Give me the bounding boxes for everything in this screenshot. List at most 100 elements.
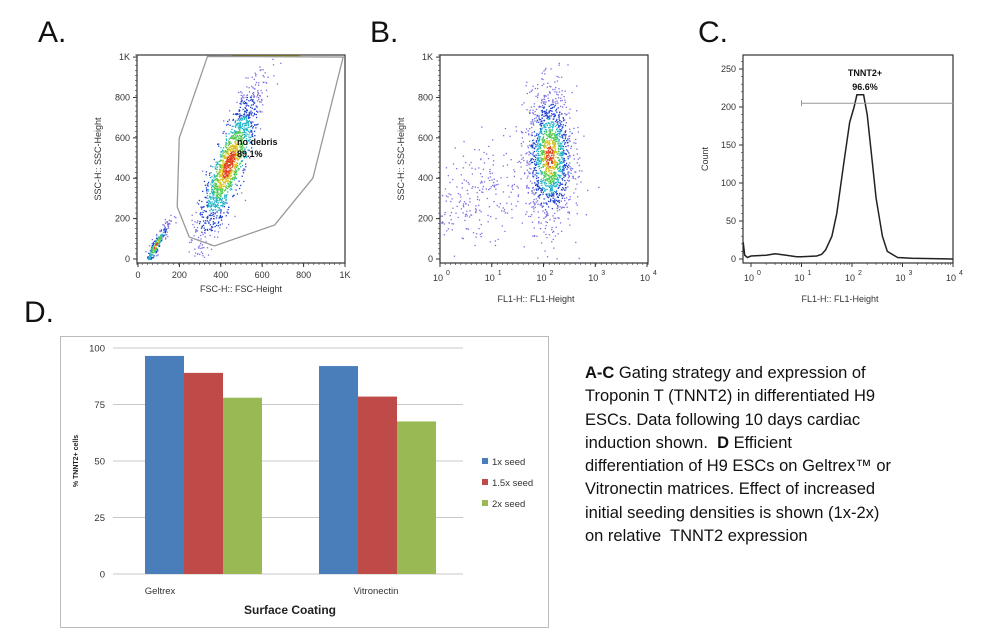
- event-dot: [553, 150, 555, 153]
- event-dot: [539, 130, 542, 133]
- event-dot: [552, 114, 554, 116]
- event-dot: [249, 157, 251, 159]
- event-dot: [220, 167, 222, 170]
- event-dot: [228, 160, 230, 162]
- event-dot: [248, 87, 250, 89]
- event-dot: [253, 95, 256, 97]
- event-dot: [218, 145, 220, 147]
- event-dot: [232, 178, 234, 181]
- event-dot: [220, 209, 222, 211]
- event-dot: [535, 108, 538, 111]
- event-dot: [229, 185, 232, 187]
- event-dot: [480, 235, 482, 238]
- event-dot: [527, 145, 529, 147]
- event-dot: [457, 216, 459, 219]
- event-dot: [152, 256, 155, 258]
- event-dot: [555, 161, 557, 164]
- event-dot: [226, 146, 228, 149]
- x-axis-title: Surface Coating: [244, 603, 336, 617]
- event-dot: [545, 126, 547, 128]
- event-dot: [450, 211, 453, 214]
- event-dot: [562, 118, 565, 120]
- event-dot: [570, 145, 573, 147]
- event-dot: [549, 85, 551, 88]
- event-dot: [537, 176, 539, 179]
- event-dot: [236, 158, 238, 160]
- event-dot: [533, 124, 535, 126]
- event-dot: [575, 171, 577, 173]
- event-dot: [224, 172, 226, 174]
- event-dot: [202, 255, 204, 257]
- x-tick-exponent: 1: [808, 270, 812, 277]
- event-dot: [554, 91, 556, 93]
- event-dot: [243, 131, 246, 134]
- event-dot: [258, 97, 260, 99]
- event-dot: [221, 180, 224, 182]
- event-dot: [479, 233, 481, 236]
- event-dot: [544, 157, 546, 159]
- event-dot: [233, 179, 236, 181]
- x-tick-label: 400: [213, 270, 228, 280]
- event-dot: [241, 127, 243, 130]
- event-dot: [529, 180, 532, 182]
- event-dot: [554, 81, 556, 83]
- event-dot: [538, 121, 540, 123]
- event-dot: [241, 125, 243, 128]
- event-dot: [240, 152, 243, 154]
- event-dot: [527, 187, 529, 189]
- event-dot: [219, 170, 222, 172]
- event-dot: [151, 250, 153, 253]
- event-dot: [566, 113, 568, 115]
- event-dot: [548, 127, 550, 129]
- event-dot: [149, 256, 151, 258]
- event-dot: [538, 165, 541, 167]
- event-dot: [538, 221, 540, 223]
- event-dot: [212, 213, 214, 216]
- event-dot: [550, 149, 552, 151]
- event-dot: [233, 147, 235, 150]
- event-dot: [507, 184, 509, 187]
- event-dot: [559, 130, 561, 133]
- y-axis-title: % TNNT2+ cells: [73, 435, 80, 487]
- event-dot: [237, 137, 240, 139]
- event-dot: [548, 134, 551, 136]
- event-dot: [221, 160, 224, 163]
- event-dot: [228, 173, 230, 175]
- event-dot: [540, 102, 543, 104]
- event-dot: [547, 94, 549, 96]
- event-dot: [487, 214, 489, 217]
- event-dot: [559, 143, 561, 145]
- event-dot: [561, 165, 564, 168]
- event-dot: [248, 113, 250, 116]
- event-dot: [252, 99, 254, 101]
- event-dot: [245, 166, 247, 168]
- event-dot: [229, 155, 231, 157]
- event-dot: [244, 163, 247, 165]
- event-dot: [542, 153, 544, 155]
- event-dot: [244, 133, 246, 136]
- event-dot: [149, 257, 152, 260]
- event-dot: [503, 210, 505, 213]
- event-dot: [560, 230, 563, 233]
- event-dot: [567, 150, 569, 152]
- event-dot: [552, 181, 554, 183]
- event-dot: [240, 94, 242, 97]
- event-dot: [234, 165, 237, 167]
- event-dot: [237, 158, 239, 160]
- event-dot: [254, 108, 256, 110]
- event-dot: [175, 222, 177, 224]
- event-dot: [541, 109, 544, 112]
- event-dot: [155, 241, 157, 243]
- event-dot: [249, 141, 252, 143]
- event-dot: [568, 135, 570, 138]
- event-dot: [262, 74, 264, 77]
- event-dot: [576, 153, 578, 155]
- event-dot: [499, 202, 501, 205]
- event-dot: [245, 77, 247, 79]
- event-dot: [210, 228, 212, 230]
- event-dot: [532, 173, 534, 175]
- event-dot: [239, 147, 241, 149]
- event-dot: [543, 115, 545, 117]
- event-dot: [546, 167, 548, 169]
